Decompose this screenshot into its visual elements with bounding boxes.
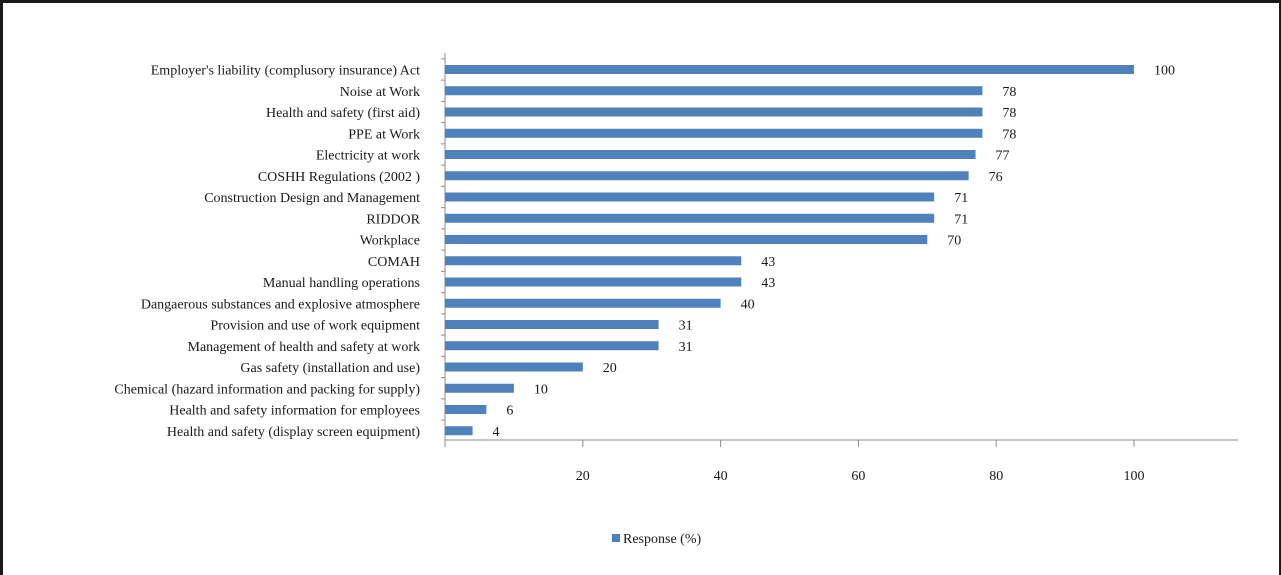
- data-label: 76: [989, 170, 1003, 185]
- data-label: 71: [954, 191, 968, 206]
- category-label: PPE at Work: [348, 127, 420, 142]
- bar: [445, 192, 935, 202]
- category-label: Management of health and safety at work: [188, 340, 420, 355]
- x-axis: 20 40 60 80 100: [444, 439, 1238, 484]
- x-tick-label: 40: [714, 469, 728, 484]
- bar: [445, 213, 935, 223]
- category-label: Health and safety (display screen equipm…: [167, 425, 420, 440]
- bar: [445, 298, 721, 308]
- data-label: 77: [996, 149, 1010, 164]
- data-label: 10: [534, 382, 548, 397]
- data-label: 70: [947, 234, 961, 249]
- data-label: 4: [493, 425, 500, 440]
- data-label: 20: [603, 361, 617, 376]
- category-label: Noise at Work: [340, 85, 420, 100]
- category-label: Workplace: [360, 234, 420, 249]
- bar: [445, 65, 1134, 74]
- category-label: Provision and use of work equipment: [210, 319, 420, 334]
- bar: [445, 277, 742, 287]
- legend-label: Response (%): [623, 532, 701, 547]
- bar: [445, 128, 983, 138]
- bar: [445, 171, 969, 181]
- bar: [445, 426, 473, 436]
- bar: [445, 405, 487, 414]
- data-label: 43: [761, 276, 775, 291]
- data-label: 78: [1002, 106, 1016, 121]
- x-tick-label: 20: [576, 469, 590, 484]
- bar: [445, 341, 659, 351]
- category-label: Electricity at work: [316, 149, 420, 164]
- data-label: 6: [506, 404, 513, 419]
- category-label: Health and safety (first aid): [266, 106, 420, 121]
- data-label: 71: [954, 212, 968, 227]
- legend: Response (%): [612, 532, 701, 547]
- category-label: Gas safety (installation and use): [240, 361, 420, 376]
- category-label: RIDDOR: [366, 212, 420, 227]
- data-label: 40: [741, 297, 755, 312]
- bar: [445, 235, 928, 244]
- data-label: 31: [679, 319, 693, 334]
- category-label: Construction Design and Management: [204, 191, 420, 206]
- category-label: Manual handling operations: [263, 276, 420, 291]
- category-label: Health and safety information for employ…: [169, 404, 420, 419]
- bar: [445, 320, 659, 329]
- legend-swatch: [612, 534, 620, 542]
- bar: [445, 150, 976, 159]
- bar: [445, 107, 983, 117]
- category-label: COMAH: [368, 255, 420, 270]
- bar: [445, 256, 742, 266]
- category-label: Employer's liability (complusory insuran…: [151, 64, 420, 79]
- category-label: COSHH Regulations (2002 ): [258, 170, 421, 185]
- x-tick-label: 60: [851, 469, 865, 484]
- data-label: 43: [761, 255, 775, 270]
- bar: [445, 383, 514, 393]
- bar: [445, 86, 983, 96]
- y-axis: Employer's liability (complusory insuran…: [114, 53, 446, 440]
- x-tick-label: 100: [1124, 469, 1145, 484]
- data-label: 100: [1154, 64, 1175, 79]
- category-label: Dangaerous substances and explosive atmo…: [141, 297, 420, 312]
- category-label: Chemical (hazard information and packing…: [114, 382, 420, 397]
- data-label: 31: [679, 340, 693, 355]
- x-tick-label: 80: [989, 469, 1003, 484]
- bar: [445, 362, 583, 372]
- data-label: 78: [1002, 127, 1016, 142]
- bars: 100 78 78 78 77 76 71 71 70 43 43 40 31 31 20 10 64: [445, 64, 1175, 440]
- data-label: 78: [1002, 85, 1016, 100]
